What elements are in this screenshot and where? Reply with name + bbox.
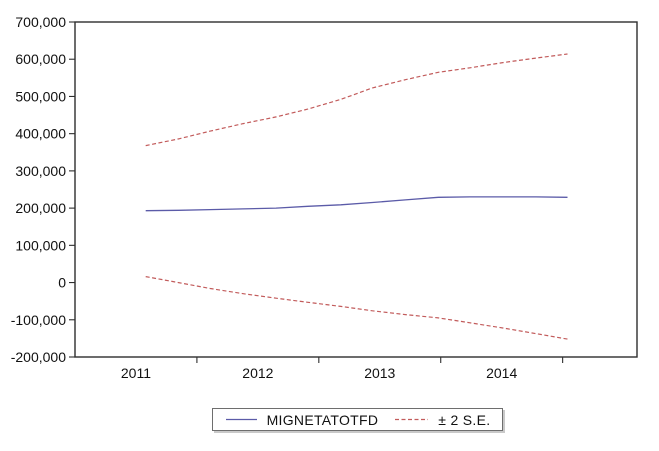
x-axis-tick-label: 2014 [486,365,517,381]
y-axis-tick-label: 0 [58,275,66,291]
y-axis-tick-label: 400,000 [15,126,66,142]
legend-item-series: MIGNETATOTFD [225,412,379,428]
y-axis-tick-label: 100,000 [15,237,66,253]
y-axis-tick-label: -100,000 [11,312,66,328]
series-line-1 [145,53,568,147]
x-axis-tick-label: 2012 [242,365,273,381]
solid-line-sample-icon [225,418,257,421]
x-axis-tick-label: 2011 [121,365,151,381]
y-axis-tick-label: 600,000 [15,51,66,67]
legend-label-se-band: ± 2 S.E. [438,411,491,428]
y-axis-tick-label: -200,000 [11,349,66,365]
y-axis-tick-label: 700,000 [15,14,66,30]
legend-label-series: MIGNETATOTFD [266,411,379,428]
chart-legend: MIGNETATOTFD ± 2 S.E. [212,408,503,431]
y-axis-tick-label: 200,000 [15,200,66,216]
x-axis-tick-label: 2013 [364,365,395,381]
dashed-line-sample-icon [395,418,429,421]
y-axis-tick-label: 300,000 [15,163,66,179]
legend-item-se-band: ± 2 S.E. [394,412,490,428]
plot-border [74,21,638,358]
series-line-0 [145,196,568,212]
y-axis-tick-label: 500,000 [15,88,66,104]
series-line-2 [145,276,568,340]
forecast-plot-canvas: 700,000 600,000 500,000 400,000 300,000 200,0… [11,14,638,381]
